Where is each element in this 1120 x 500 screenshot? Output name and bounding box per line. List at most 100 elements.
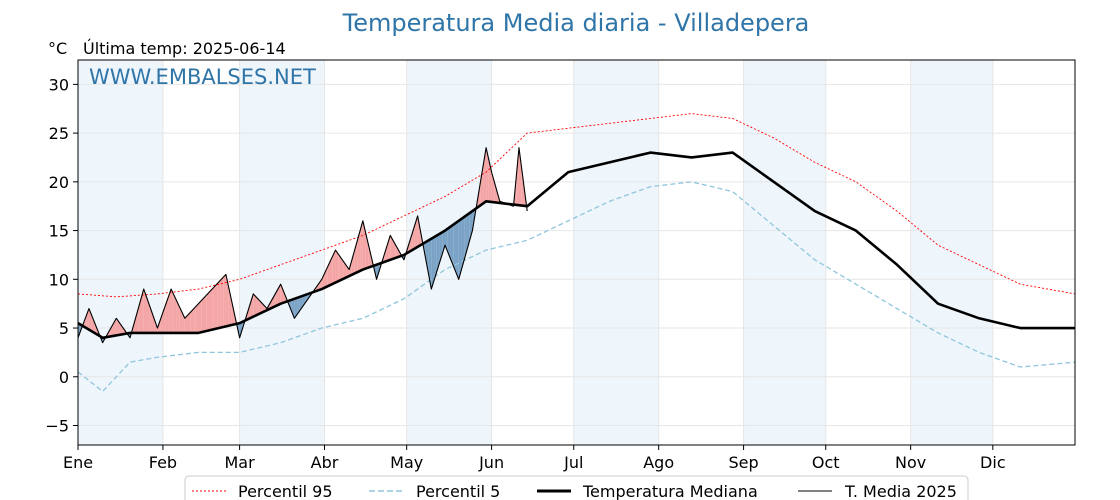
fill-above-median (195, 303, 199, 333)
fill-below-median (431, 237, 435, 290)
fill-above-median (135, 308, 139, 333)
fill-above-median (256, 296, 259, 316)
fill-above-median (272, 293, 276, 308)
fill-above-median (179, 306, 183, 333)
fill-above-median (280, 284, 284, 304)
fill-below-median (291, 298, 295, 319)
x-tick-label: Ene (63, 453, 93, 472)
fill-above-median (340, 257, 344, 280)
fill-above-median (338, 253, 341, 282)
fill-above-median (360, 220, 363, 271)
fill-above-median (327, 261, 330, 287)
fill-below-median (461, 216, 465, 270)
fill-above-median (203, 294, 207, 332)
fill-above-median (86, 308, 89, 330)
month-band (573, 60, 659, 445)
month-band (910, 60, 993, 445)
fill-below-median (305, 293, 309, 303)
fill-above-median (319, 279, 322, 291)
fill-above-median (321, 273, 325, 290)
series-line-2025 (77, 147, 528, 344)
fill-above-median (269, 298, 273, 309)
fill-above-median (231, 299, 235, 326)
fill-above-median (518, 147, 522, 206)
fill-below-median (458, 218, 462, 280)
fill-above-median (173, 294, 177, 333)
fill-above-median (362, 220, 366, 270)
fill-above-median (335, 250, 339, 283)
x-tick-label: Abr (311, 453, 339, 472)
fill-above-median (212, 286, 215, 330)
fill-below-median (464, 214, 467, 260)
fill-above-median (277, 284, 281, 305)
fill-below-median (78, 323, 81, 338)
month-band (743, 60, 826, 445)
fill-above-median (343, 261, 347, 279)
legend-label-current: T. Media 2025 (844, 482, 957, 500)
fill-above-median (198, 300, 202, 333)
fill-above-median (193, 306, 196, 333)
legend-label-p5: Percentil 5 (416, 482, 500, 500)
fill-above-median (171, 289, 174, 333)
y-tick-label: 10 (49, 270, 69, 289)
fill-above-median (387, 235, 391, 261)
fill-above-median (516, 147, 519, 206)
series-lines (77, 113, 1076, 393)
fill-above-median (184, 315, 188, 333)
fill-below-median (297, 296, 300, 315)
y-tick-label: 15 (49, 222, 69, 241)
last-temp-label: Última temp: 2025-06-14 (83, 39, 286, 58)
series-line-p95 (77, 113, 1076, 298)
fill-above-median (357, 230, 361, 273)
fill-below-median (302, 294, 306, 307)
x-tick-label: Jul (563, 453, 583, 472)
fill-above-median (384, 244, 388, 262)
fill-above-median (395, 245, 399, 258)
fill-above-median (209, 289, 213, 331)
y-axis-ticks: −5 0 5 10 15 20 25 30 (45, 75, 78, 436)
fill-above-median (110, 323, 114, 337)
fill-below-median (425, 240, 429, 275)
x-tick-label: Feb (149, 453, 177, 472)
fill-above-median (329, 255, 333, 286)
month-bands (78, 60, 993, 445)
x-tick-label: Ago (643, 453, 674, 472)
fill-above-median (116, 318, 120, 336)
fill-above-median (201, 297, 204, 333)
fill-above-median (206, 291, 210, 331)
series-line-median (77, 151, 1075, 340)
fill-above-median (140, 289, 144, 333)
y-tick-label: 0 (59, 368, 69, 387)
x-tick-label: Nov (895, 453, 926, 472)
x-tick-label: Dic (980, 453, 1006, 472)
fill-above-median (247, 302, 251, 320)
fill-above-median (176, 300, 180, 333)
fill-above-median (160, 312, 163, 333)
fill-above-median (390, 235, 393, 260)
fill-above-median (91, 315, 95, 333)
watermark: WWW.EMBALSES.NET (89, 65, 316, 89)
fill-below-median (294, 297, 298, 319)
fill-above-median (168, 289, 172, 333)
fill-above-median (190, 309, 194, 333)
plot-frame (77, 59, 1076, 446)
fill-above-median (417, 215, 421, 247)
anomaly-fills (78, 147, 528, 343)
fill-below-median (447, 226, 451, 259)
fill-above-median (409, 233, 413, 252)
month-band (239, 60, 325, 445)
legend-label-p95: Percentil 95 (238, 482, 333, 500)
legend-label-median: Temperatura Mediana (582, 482, 758, 500)
fill-below-median (442, 230, 446, 254)
fill-above-median (187, 312, 191, 333)
fill-above-median (225, 274, 229, 327)
chart-title: Temperatura Media diaria - Villadepera (342, 9, 810, 37)
fill-below-median (455, 220, 459, 280)
fill-above-median (486, 147, 489, 202)
x-tick-label: May (390, 453, 423, 472)
fill-above-median (121, 326, 125, 335)
fill-above-median (151, 312, 155, 333)
fill-above-median (258, 299, 262, 315)
fill-below-median (434, 235, 437, 281)
